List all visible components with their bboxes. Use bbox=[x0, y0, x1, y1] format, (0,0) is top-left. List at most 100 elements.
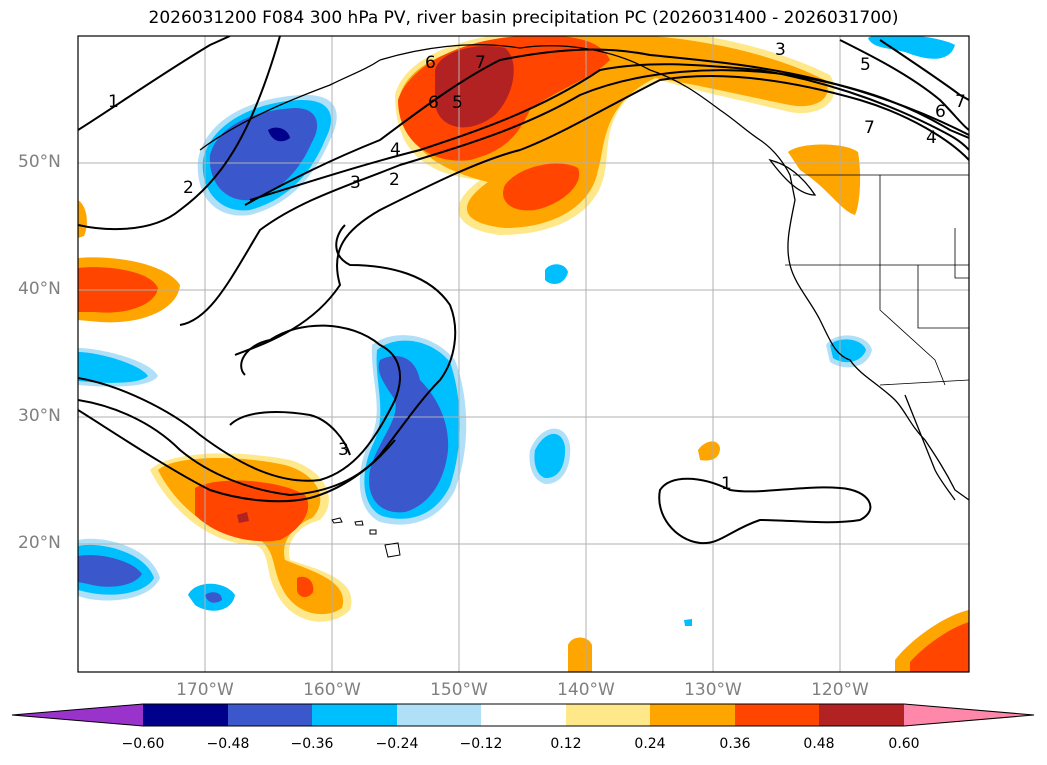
pv-contour bbox=[78, 36, 281, 231]
pv-contour bbox=[879, 39, 969, 101]
colorbar-tick-label: −0.36 bbox=[290, 736, 334, 752]
colorbar-tick-label: −0.48 bbox=[206, 736, 250, 752]
colorbar-tick-label: 0.48 bbox=[803, 736, 835, 752]
lon-label: 120°W bbox=[811, 680, 869, 700]
contour-label: 5 bbox=[860, 55, 871, 75]
colorbar-bin bbox=[228, 704, 312, 726]
colorbar-tick-label: −0.12 bbox=[459, 736, 503, 752]
pv-contour bbox=[234, 75, 969, 356]
pv-contour bbox=[249, 63, 969, 201]
north-america-coast bbox=[379, 44, 969, 501]
state-boundary bbox=[917, 265, 969, 329]
contour-label: 2 bbox=[389, 170, 400, 190]
neg-anomaly-140w-mid bbox=[534, 433, 566, 479]
contour-label: 3 bbox=[350, 173, 361, 193]
contour-label: 3 bbox=[775, 40, 786, 60]
contour-label: 4 bbox=[390, 140, 401, 160]
lat-label: 40°N bbox=[18, 279, 61, 299]
pos-anomaly-130w bbox=[698, 441, 720, 461]
pv-contour bbox=[179, 69, 969, 326]
pos-anomaly-pacific-northwest bbox=[788, 144, 861, 215]
neg-anomaly-bering-core bbox=[268, 127, 290, 142]
pv-contour bbox=[229, 411, 351, 456]
contour-label: 6 bbox=[428, 93, 439, 113]
alaska-peninsula bbox=[199, 59, 381, 151]
borders bbox=[785, 174, 969, 386]
pos-anomaly-se-corner-strong bbox=[910, 622, 969, 672]
colorbar-tick-label: −0.60 bbox=[121, 736, 165, 752]
contour-label: 2 bbox=[183, 178, 194, 198]
colorbar-bin bbox=[397, 704, 481, 726]
contour-label: 1 bbox=[108, 92, 119, 112]
map-title: 2026031200 F084 300 hPa PV, river basin … bbox=[148, 8, 899, 28]
contour-label: 7 bbox=[955, 92, 966, 112]
colorbar-bin bbox=[819, 704, 904, 726]
lat-label: 50°N bbox=[18, 152, 61, 172]
pv-contour bbox=[839, 39, 969, 131]
pos-anomaly-subtropical-core bbox=[237, 512, 249, 523]
lat-label: 30°N bbox=[18, 406, 61, 426]
contour-label: 6 bbox=[425, 53, 436, 73]
contour-label: 7 bbox=[864, 118, 875, 138]
pos-anomaly-offshore-south bbox=[503, 163, 580, 211]
colorbar-bin bbox=[735, 704, 819, 726]
lon-label: 140°W bbox=[557, 680, 615, 700]
pv-contour bbox=[78, 36, 231, 131]
pos-anomaly-subtropical-south bbox=[297, 576, 314, 598]
lon-label: 160°W bbox=[303, 680, 361, 700]
colorbar-bin bbox=[650, 704, 735, 726]
contour-label: 1 bbox=[721, 474, 732, 494]
pv-contours bbox=[78, 36, 969, 545]
contour-label: 5 bbox=[452, 93, 463, 113]
us-mexico-border bbox=[879, 379, 969, 386]
lon-label: 170°W bbox=[176, 680, 234, 700]
neg-anomaly-145w-small bbox=[545, 264, 568, 284]
lat-label: 20°N bbox=[18, 533, 61, 553]
lon-label: 150°W bbox=[430, 680, 488, 700]
precip-shading bbox=[78, 36, 969, 672]
pos-anomaly-140w bbox=[568, 637, 592, 672]
pv-contour-labels: 1 2 3 2 4 5 6 7 6 3 1 3 5 6 7 7 4 bbox=[108, 40, 966, 494]
colorbar-tick-label: 0.60 bbox=[888, 736, 920, 752]
hawaiian-islands bbox=[331, 517, 401, 558]
state-boundary bbox=[879, 265, 946, 386]
neg-anomaly-small-sw-core bbox=[205, 592, 222, 603]
colorbar bbox=[11, 703, 1035, 727]
contour-label: 7 bbox=[475, 53, 486, 73]
contour-label: 4 bbox=[926, 128, 937, 148]
colorbar-tick-label: 0.12 bbox=[550, 736, 582, 752]
colorbar-bin bbox=[566, 704, 650, 726]
colorbar-bin bbox=[481, 704, 566, 726]
pv-contour bbox=[78, 324, 401, 482]
pv-contour bbox=[78, 409, 396, 503]
state-boundary bbox=[954, 228, 969, 279]
colorbar-tick-label: 0.24 bbox=[634, 736, 666, 752]
lon-label: 130°W bbox=[684, 680, 742, 700]
contour-label: 3 bbox=[338, 440, 349, 460]
neg-anomaly-west-mid-inner bbox=[78, 352, 148, 383]
neg-anomaly-bering-strong bbox=[209, 108, 318, 201]
colorbar-outline bbox=[11, 703, 1035, 727]
pos-anomaly-gulf-of-alaska-core bbox=[435, 46, 514, 128]
pos-anomaly-subtropical-strong bbox=[195, 480, 309, 542]
contour-label: 6 bbox=[935, 102, 946, 122]
map-frame bbox=[77, 35, 970, 673]
vancouver-island bbox=[768, 158, 817, 196]
colorbar-tick-label: −0.24 bbox=[375, 736, 419, 752]
colorbar-extend-min bbox=[12, 704, 143, 726]
pos-anomaly-far-west bbox=[78, 200, 87, 238]
neg-anomaly-california-mid bbox=[830, 339, 866, 363]
neg-anomaly-central-strong bbox=[369, 356, 449, 513]
colorbar-tick-label: 0.36 bbox=[719, 736, 751, 752]
colorbar-extend-max bbox=[904, 704, 1034, 726]
colorbar-bin bbox=[312, 704, 397, 726]
pv-contour bbox=[78, 224, 457, 497]
coastlines bbox=[199, 44, 969, 501]
pv-contour bbox=[658, 477, 872, 545]
colorbar-bin bbox=[143, 704, 228, 726]
baja-california bbox=[904, 394, 956, 501]
neg-anomaly-sw-strong bbox=[78, 554, 142, 587]
neg-anomaly-130w-small bbox=[684, 619, 692, 626]
neg-anomaly-ne-corner bbox=[868, 36, 955, 59]
